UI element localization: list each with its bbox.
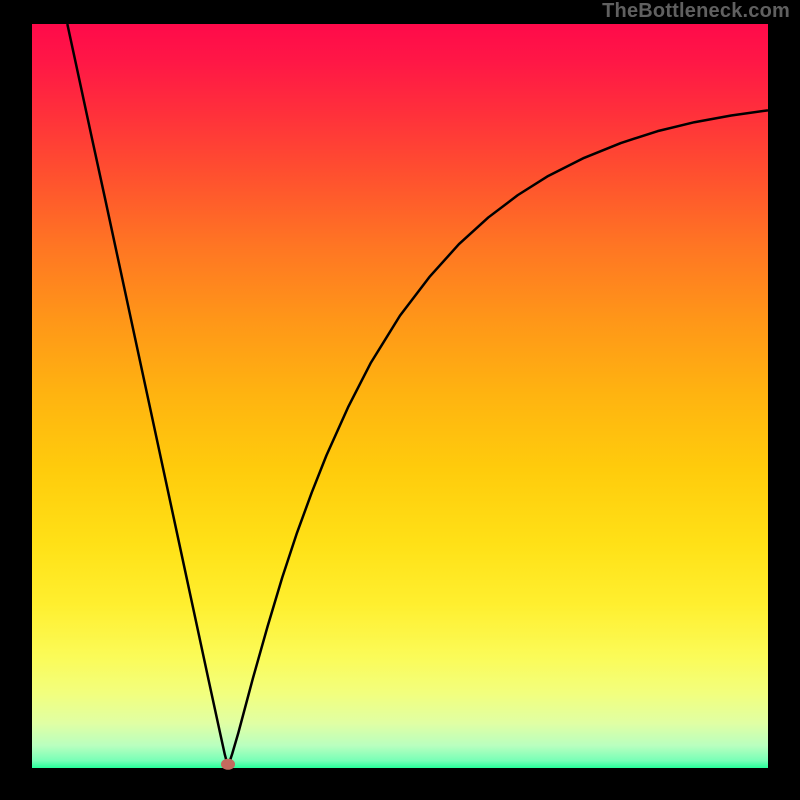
plot-area — [32, 24, 768, 768]
watermark-text: TheBottleneck.com — [602, 0, 790, 23]
optimum-marker — [221, 759, 235, 770]
chart-container: TheBottleneck.com — [0, 0, 800, 800]
gradient-background — [32, 24, 768, 768]
